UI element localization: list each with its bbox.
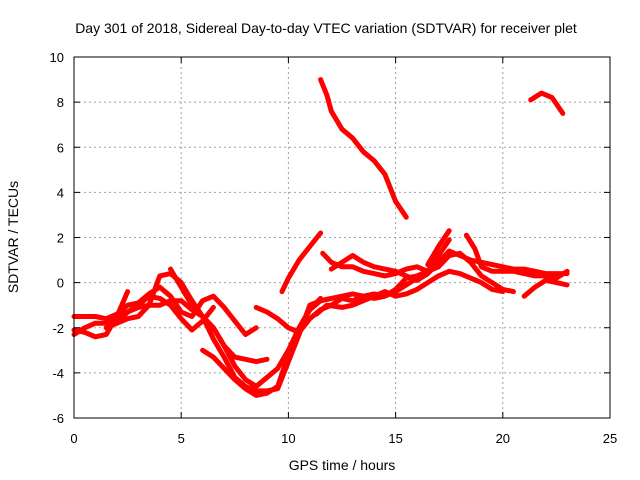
series-track-14 [463,232,570,281]
series-track-2 [71,289,131,340]
chart-title: Day 301 of 2018, Sidereal Day-to-day VTE… [75,20,577,36]
ticks: 0 5 10 15 20 25 -6 -4 -2 0 2 4 6 8 10 [50,50,618,446]
x-axis-label: GPS time / hours [289,457,396,473]
series-track-3 [71,298,270,365]
y-tick-label: -2 [52,321,64,336]
y-tick-label: 0 [57,276,64,291]
grid [74,57,610,418]
y-tick-label: 8 [57,95,64,110]
series-track-12 [313,268,506,317]
series-track-5 [114,293,216,333]
y-tick-label: -4 [52,366,64,381]
series-track-11 [328,248,570,283]
y-axis-label: SDTVAR / TECUs [5,181,21,293]
series-layer [71,77,570,398]
y-tick-label: 6 [57,140,64,155]
series-track-10 [320,250,516,295]
series-track-7 [200,295,334,398]
series-track-1 [71,284,259,337]
y-tick-label: 10 [50,50,64,65]
x-tick-label: 15 [388,431,402,446]
y-tick-label: 4 [57,185,64,200]
series-track-16 [318,77,409,220]
y-tick-label: 2 [57,231,64,246]
x-tick-label: 0 [70,431,77,446]
series-track-8 [253,237,452,335]
x-tick-label: 10 [281,431,295,446]
x-tick-label: 25 [603,431,617,446]
series-track-17 [528,90,566,116]
y-tick-label: -6 [52,411,64,426]
series-track-15 [521,277,570,299]
x-tick-label: 20 [496,431,510,446]
series-track-9 [279,230,324,295]
x-tick-label: 5 [178,431,185,446]
series-track-13 [425,228,452,268]
